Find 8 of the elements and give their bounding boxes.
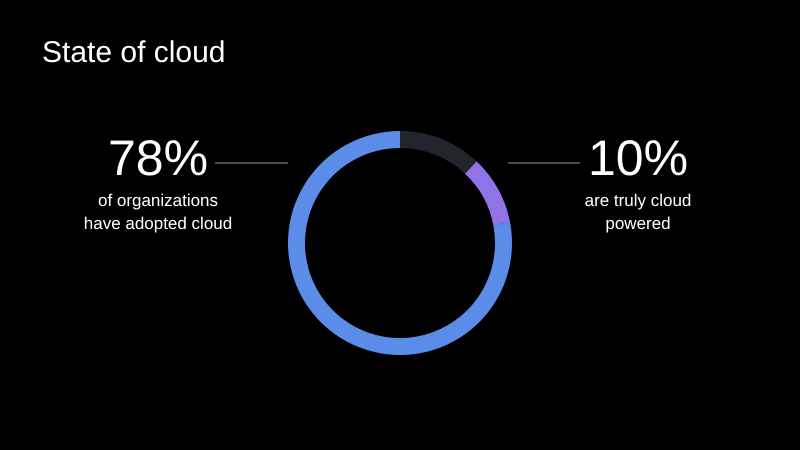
- donut-slice: [465, 161, 510, 226]
- text: 78%: [108, 130, 208, 186]
- text: are truly cloud powered: [584, 191, 692, 233]
- chart-title: State of cloud: [42, 36, 226, 69]
- text: 10%: [588, 130, 688, 186]
- donut-slice: [288, 131, 512, 355]
- donut-slice: [400, 131, 477, 174]
- text: of organizations have adopted cloud: [84, 191, 232, 233]
